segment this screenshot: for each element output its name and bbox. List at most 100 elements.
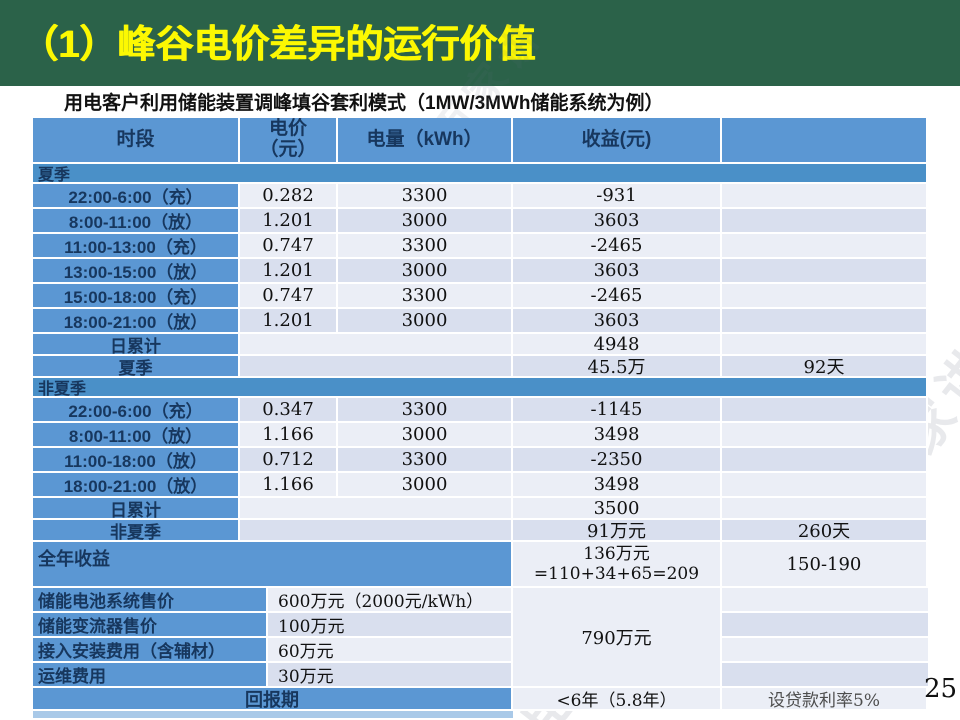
non-summer-band-label: 非夏季 — [33, 378, 928, 396]
season-days-cell: 92天 — [722, 356, 928, 376]
summer-band-label: 夏季 — [33, 164, 928, 182]
time-cell: 11:00-13:00（充） — [33, 234, 240, 257]
title-banner: （1）峰谷电价差异的运行价值 — [0, 0, 960, 86]
season-revenue-cell: 45.5万 — [513, 356, 722, 376]
revenue-cell: -2465 — [513, 234, 722, 257]
empty-cell — [722, 398, 928, 421]
table-row: 11:00-13:00（充） 0.747 3300 -2465 — [33, 234, 928, 259]
season-revenue-cell: 91万元 — [513, 520, 722, 540]
time-cell: 15:00-18:00（充） — [33, 284, 240, 307]
price-cell: 0.747 — [240, 284, 338, 307]
empty-cell — [722, 259, 928, 282]
price-cell: 0.747 — [240, 234, 338, 257]
empty-cell — [722, 663, 928, 688]
empty-cell — [722, 334, 928, 354]
season-total-label: 夏季 — [33, 356, 240, 376]
header-price: 电价 （元） — [240, 118, 338, 162]
empty-cell — [722, 184, 928, 207]
cost-label: 储能变流器售价 — [33, 613, 268, 636]
table-row: 22:00-6:00（充） 0.282 3300 -931 — [33, 184, 928, 209]
price-cell: 0.712 — [240, 448, 338, 471]
empty-cell — [722, 423, 928, 446]
annual-revenue-formula: =110+34+65=209 — [533, 564, 700, 584]
payback-label: 回报期 — [33, 688, 513, 709]
cost-label: 接入安装费用（含辅材） — [33, 638, 268, 661]
cost-row: 接入安装费用（含辅材） 60万元 — [33, 638, 513, 663]
time-cell: 13:00-15:00（放） — [33, 259, 240, 282]
empty-cell — [722, 448, 928, 471]
merged-empty-cell — [240, 520, 513, 540]
price-cell: 1.166 — [240, 473, 338, 496]
season-days-cell: 260天 — [722, 520, 928, 540]
annual-revenue-amount: 136万元 — [583, 543, 650, 564]
empty-cell — [722, 613, 928, 638]
empty-cell — [722, 498, 928, 518]
daily-total-label: 日累计 — [33, 498, 240, 518]
empty-cell — [722, 309, 928, 332]
cost-value: 60万元 — [268, 638, 513, 661]
header-extra — [722, 118, 928, 162]
revenue-cell: 3498 — [513, 423, 722, 446]
empty-cell — [722, 234, 928, 257]
summer-daily-row: 日累计 4948 — [33, 334, 928, 356]
table-row: 22:00-6:00（充） 0.347 3300 -1145 — [33, 398, 928, 423]
summer-total-row: 夏季 45.5万 92天 — [33, 356, 928, 378]
summer-band-row: 夏季 — [33, 164, 928, 184]
page-number: 25 — [924, 674, 958, 704]
energy-cell: 3000 — [338, 473, 513, 496]
arbitrage-table: 时段 电价 （元） 电量（kWh） 收益(元) 夏季 22:00-6:00（充）… — [33, 118, 928, 718]
daily-revenue-cell: 3500 — [513, 498, 722, 518]
cost-value: 600万元（2000元/kWh） — [268, 588, 513, 611]
merged-empty-cell — [240, 356, 513, 376]
price-cell: 1.201 — [240, 259, 338, 282]
time-cell: 18:00-21:00（放） — [33, 473, 240, 496]
time-cell: 22:00-6:00（充） — [33, 398, 240, 421]
energy-cell: 3000 — [338, 309, 513, 332]
daily-revenue-cell: 4948 — [513, 334, 722, 354]
revenue-cell: 3603 — [513, 259, 722, 282]
energy-cell: 3300 — [338, 234, 513, 257]
table-row: 13:00-15:00（放） 1.201 3000 3603 — [33, 259, 928, 284]
empty-cell — [722, 473, 928, 496]
cost-total-cell: 790万元 — [513, 588, 722, 688]
time-cell: 18:00-21:00（放） — [33, 309, 240, 332]
empty-cell — [722, 588, 928, 613]
table-row: 18:00-21:00（放） 1.166 3000 3498 — [33, 473, 928, 498]
price-cell: 0.347 — [240, 398, 338, 421]
cost-label: 运维费用 — [33, 663, 268, 686]
header-time: 时段 — [33, 118, 240, 162]
empty-cell — [722, 284, 928, 307]
empty-cell — [722, 209, 928, 232]
energy-cell: 3300 — [338, 398, 513, 421]
table-header-row: 时段 电价 （元） 电量（kWh） 收益(元) — [33, 118, 928, 164]
season-total-label: 非夏季 — [33, 520, 240, 540]
non-summer-total-row: 非夏季 91万元 260天 — [33, 520, 928, 542]
energy-cell: 3000 — [338, 423, 513, 446]
time-cell: 22:00-6:00（充） — [33, 184, 240, 207]
cost-row: 储能电池系统售价 600万元（2000元/kWh） — [33, 588, 513, 613]
energy-cell: 3300 — [338, 448, 513, 471]
cost-block: 储能电池系统售价 600万元（2000元/kWh） 储能变流器售价 100万元 … — [33, 588, 928, 688]
energy-cell: 3300 — [338, 284, 513, 307]
annual-revenue-label: 全年收益 — [33, 542, 513, 586]
daily-total-label: 日累计 — [33, 334, 240, 354]
annual-revenue-cell: 136万元 =110+34+65=209 — [513, 542, 722, 586]
annual-revenue-row: 全年收益 136万元 =110+34+65=209 150-190 — [33, 542, 928, 588]
revenue-cell: -1145 — [513, 398, 722, 421]
revenue-cell: 3603 — [513, 209, 722, 232]
revenue-cell: -2350 — [513, 448, 722, 471]
non-summer-daily-row: 日累计 3500 — [33, 498, 928, 520]
time-cell: 8:00-11:00（放） — [33, 423, 240, 446]
time-cell: 8:00-11:00（放） — [33, 209, 240, 232]
header-energy: 电量（kWh） — [338, 118, 513, 162]
price-cell: 0.282 — [240, 184, 338, 207]
revenue-cell: 3498 — [513, 473, 722, 496]
price-cell: 1.166 — [240, 423, 338, 446]
empty-cell — [722, 638, 928, 663]
merged-empty-cell — [240, 498, 513, 518]
cost-row: 储能变流器售价 100万元 — [33, 613, 513, 638]
slide-subtitle: 用电客户利用储能装置调峰填谷套利模式（1MW/3MWh储能系统为例） — [64, 93, 664, 114]
table-row: 11:00-18:00（放） 0.712 3300 -2350 — [33, 448, 928, 473]
annual-days-cell: 150-190 — [722, 542, 928, 586]
